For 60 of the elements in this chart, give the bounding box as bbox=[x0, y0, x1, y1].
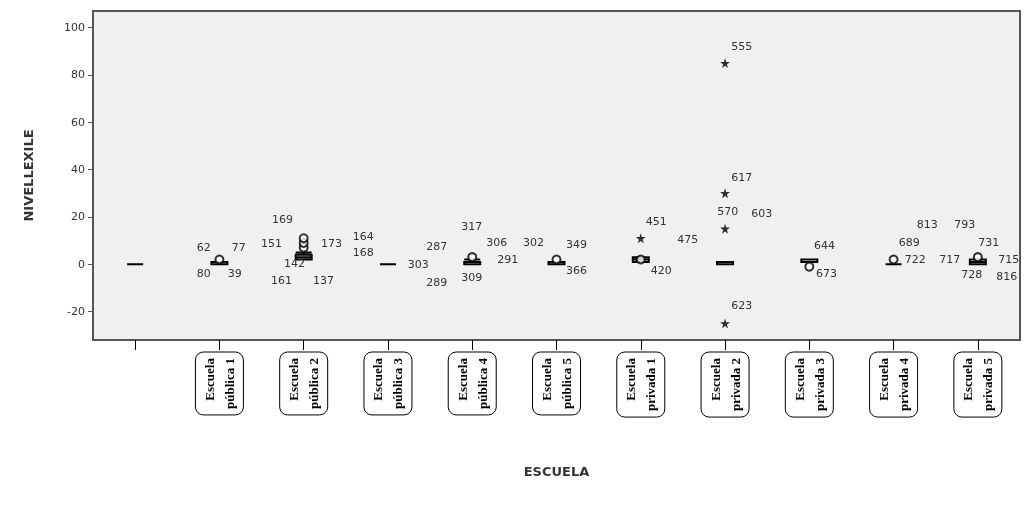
y-tick-label: 20 bbox=[71, 210, 85, 224]
annotation: 717 bbox=[939, 252, 961, 266]
annotation: 77 bbox=[231, 240, 246, 254]
annotation: 475 bbox=[677, 232, 699, 246]
annotation: 570 bbox=[717, 204, 739, 218]
annotation: 173 bbox=[320, 236, 342, 250]
annotation: 287 bbox=[426, 239, 448, 253]
annotation: 169 bbox=[271, 212, 293, 226]
annotation: 137 bbox=[312, 273, 334, 287]
annotation: 673 bbox=[816, 266, 838, 280]
annotation: 816 bbox=[996, 269, 1018, 283]
x-tick-label: Escuela pública 1 bbox=[201, 357, 237, 409]
annotation: 161 bbox=[270, 273, 292, 287]
y-tick-label: 60 bbox=[71, 115, 85, 129]
y-tick-label: -20 bbox=[67, 305, 85, 319]
y-tick-label: 80 bbox=[71, 68, 85, 82]
annotation: 623 bbox=[731, 298, 753, 312]
annotation: 291 bbox=[497, 252, 519, 266]
annotation: 39 bbox=[227, 266, 242, 280]
x-tick-label: Escuela pública 3 bbox=[370, 357, 406, 409]
annotation: 722 bbox=[904, 252, 926, 266]
annotation: 715 bbox=[998, 252, 1020, 266]
annotation: 302 bbox=[523, 235, 544, 249]
annotation: 451 bbox=[645, 214, 667, 228]
annotation: 303 bbox=[407, 257, 429, 271]
y-tick-label: 0 bbox=[78, 257, 85, 271]
y-tick-label: 100 bbox=[64, 21, 85, 35]
x-tick-label: Escuela pública 2 bbox=[286, 357, 322, 409]
annotation: 793 bbox=[954, 217, 976, 231]
x-tick-label: Escuela pública 5 bbox=[539, 357, 574, 409]
x-tick-label: Escuela privada 2 bbox=[707, 357, 743, 412]
y-axis-title: NIVELLEXILE bbox=[21, 129, 36, 222]
x-tick-label: Escuela pública 4 bbox=[454, 357, 490, 409]
annotation: 62 bbox=[196, 240, 211, 254]
x-tick-label: Escuela privada 5 bbox=[960, 357, 996, 412]
annotation: 603 bbox=[751, 206, 773, 220]
annotation: 349 bbox=[566, 237, 587, 251]
y-tick-label: 40 bbox=[71, 163, 85, 177]
annotation: 168 bbox=[352, 245, 374, 259]
annotation: 289 bbox=[426, 275, 448, 289]
x-axis-title: ESCUELA bbox=[523, 464, 590, 479]
annotation: 164 bbox=[352, 229, 374, 243]
annotation: 555 bbox=[731, 40, 753, 54]
annotation: 142 bbox=[283, 256, 305, 270]
annotation: 644 bbox=[814, 238, 836, 252]
annotation: 151 bbox=[260, 236, 282, 250]
x-tick-label: Escuela privada 1 bbox=[623, 357, 659, 412]
annotation: 317 bbox=[461, 219, 483, 233]
x-tick-label: Escuela privada 3 bbox=[791, 357, 827, 412]
annotation: 306 bbox=[486, 235, 508, 249]
annotation: 420 bbox=[650, 263, 672, 277]
annotation: 366 bbox=[566, 263, 587, 277]
annotation: 728 bbox=[961, 267, 983, 281]
annotation: 813 bbox=[916, 217, 938, 231]
x-tick-label: Escuela privada 4 bbox=[876, 357, 912, 412]
annotation: 617 bbox=[731, 170, 753, 184]
annotation: 309 bbox=[461, 270, 483, 284]
annotation: 80 bbox=[196, 266, 211, 280]
annotation: 689 bbox=[898, 235, 920, 249]
annotation: 731 bbox=[978, 235, 1000, 249]
